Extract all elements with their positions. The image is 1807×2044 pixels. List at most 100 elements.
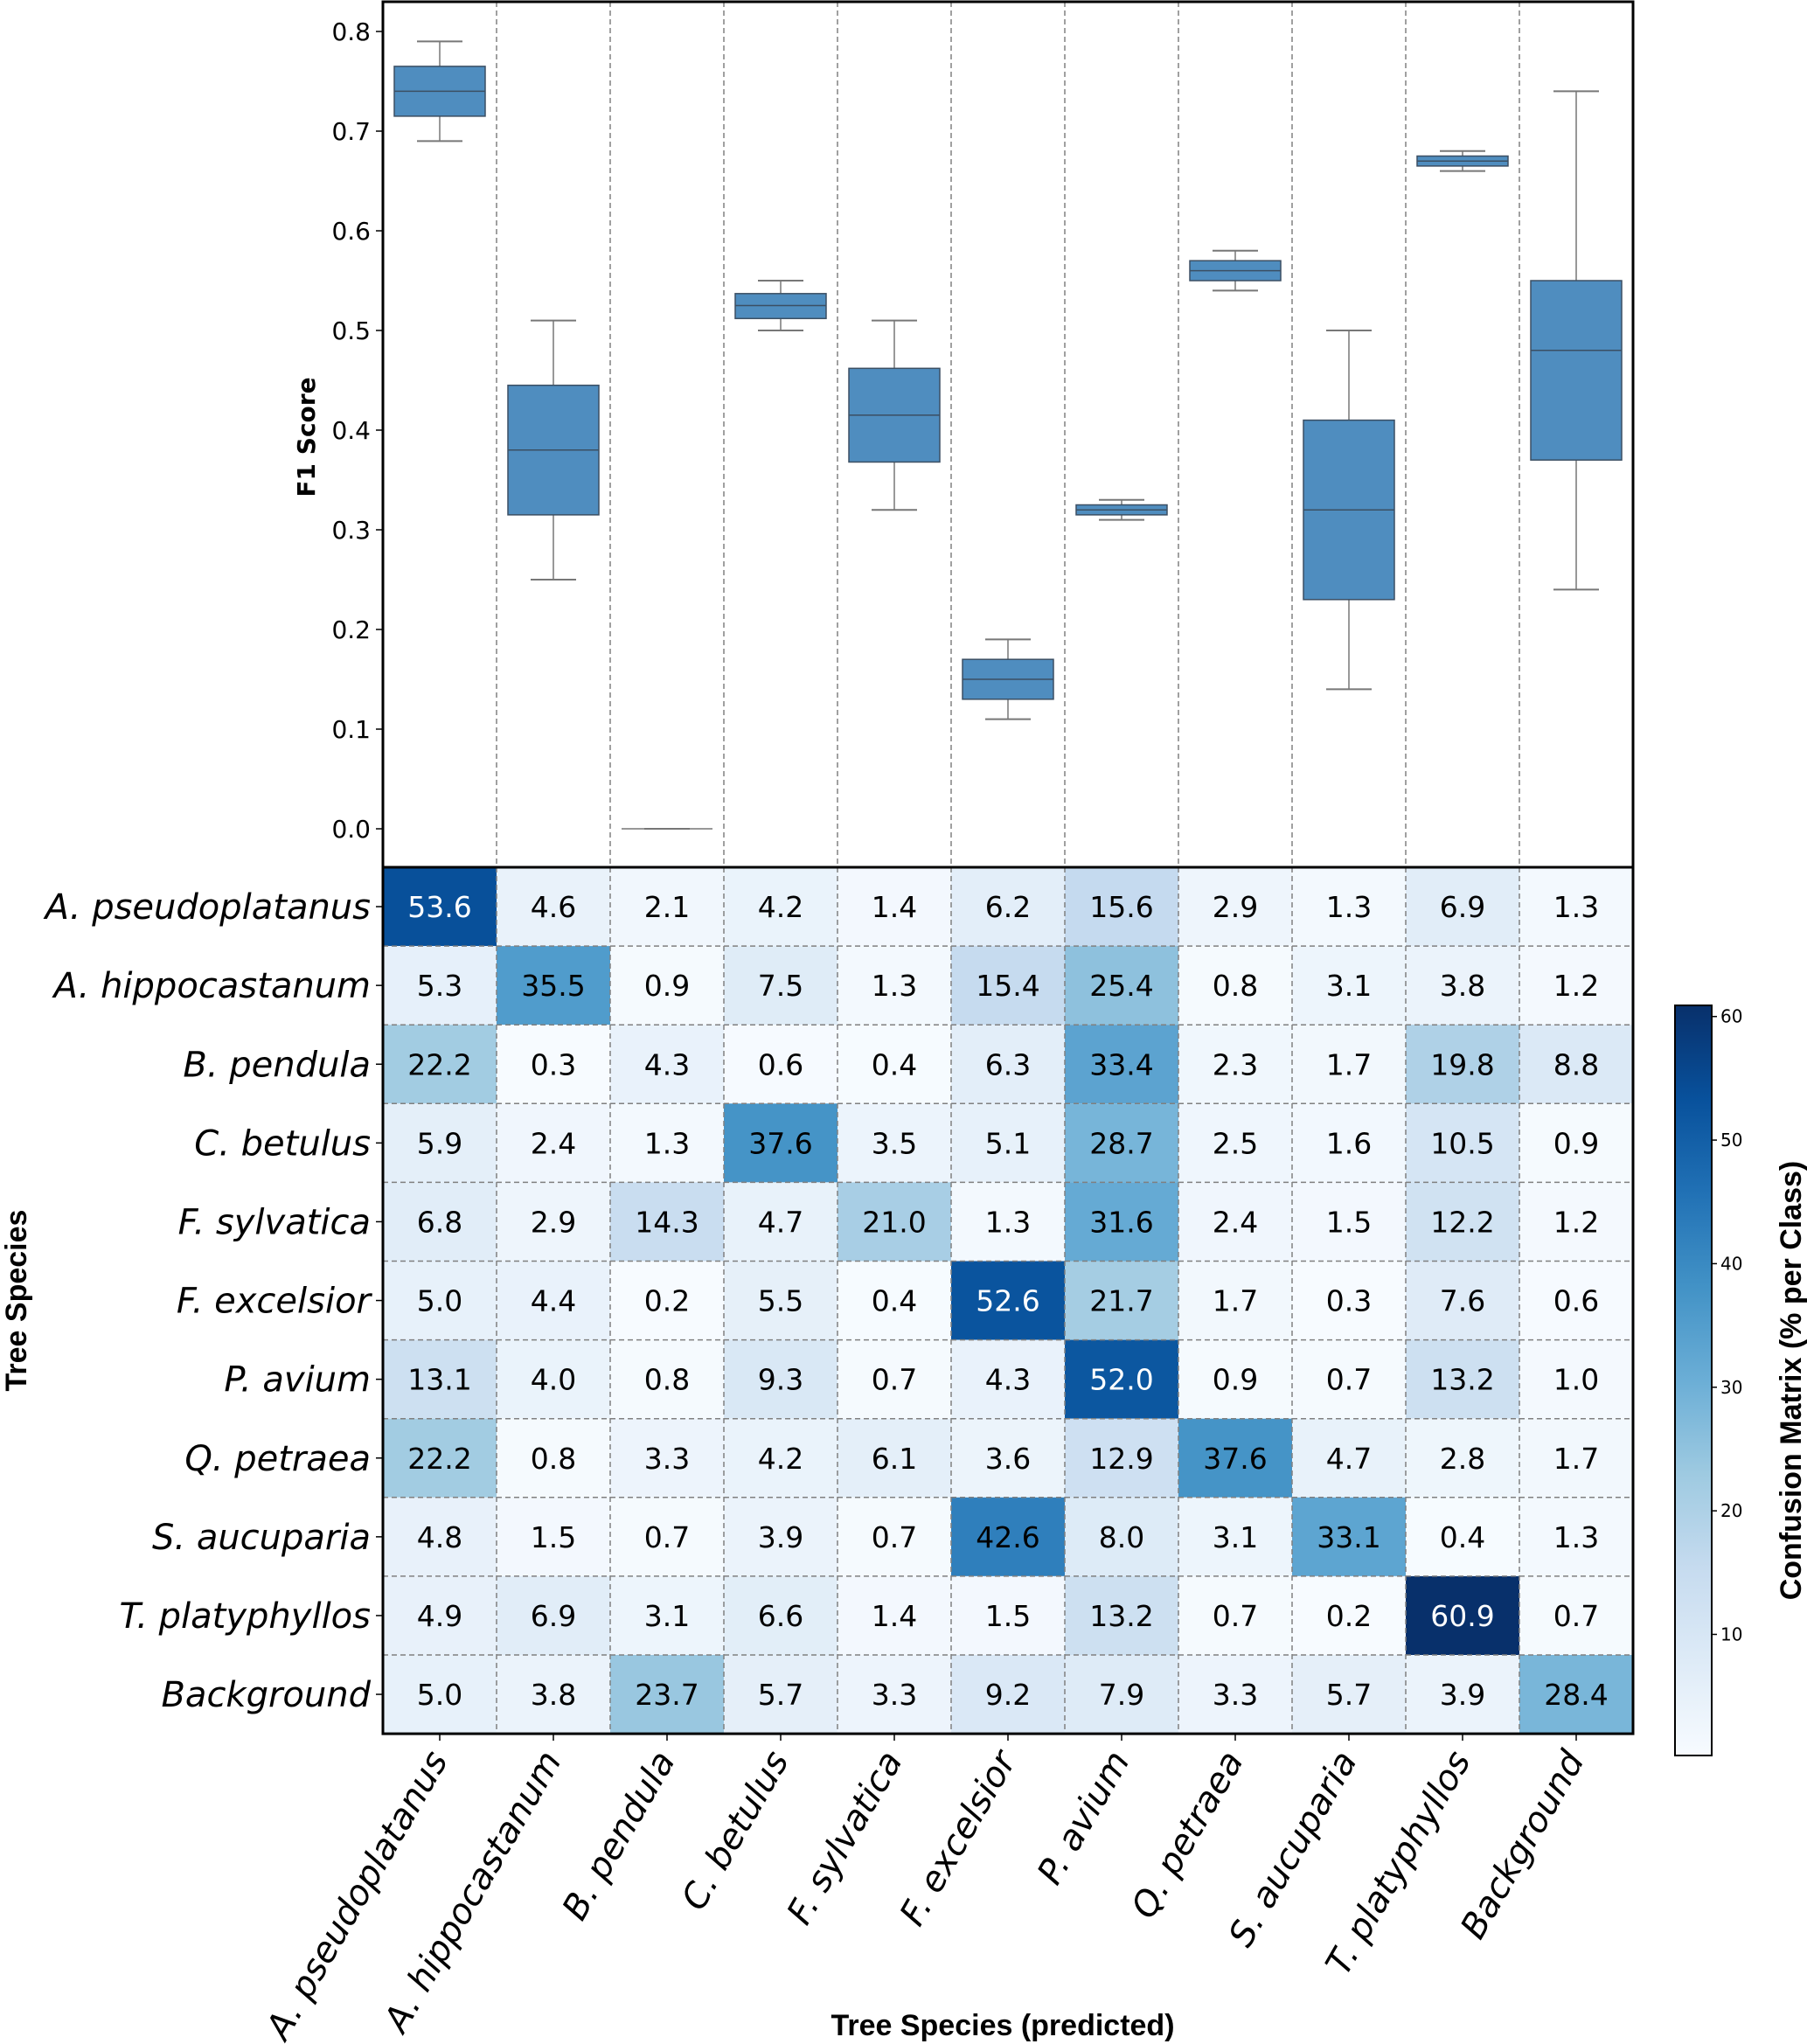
heatmap-cell [951, 1025, 1065, 1104]
row-label: B. pendula [183, 1045, 371, 1085]
heatmap-cell [610, 1575, 724, 1655]
cell-value: 3.8 [1440, 969, 1485, 1003]
cell-value: 21.0 [862, 1205, 926, 1239]
heatmap-cell [1065, 1575, 1178, 1655]
heatmap-cell [837, 1655, 951, 1735]
heatmap-cell [724, 1575, 837, 1655]
cell-value: 4.3 [985, 1363, 1031, 1397]
heatmap-cell [1178, 1339, 1292, 1419]
cell-value: 3.6 [985, 1442, 1031, 1476]
cell-value: 0.3 [531, 1047, 576, 1081]
y-tick-label: 0.1 [331, 715, 371, 744]
heatmap-cell [383, 1339, 497, 1419]
heatmap-cell [837, 946, 951, 1025]
cell-value: 2.1 [644, 890, 690, 924]
row-label: Q. petraea [184, 1439, 371, 1479]
heatmap-cell [951, 1261, 1065, 1340]
box-f-excelsior [962, 638, 1054, 720]
cell-value: 13.2 [1089, 1599, 1153, 1633]
heatmap-cell [1178, 1497, 1292, 1576]
box-q-petraea [1189, 249, 1282, 292]
heatmap-cell [1406, 946, 1519, 1025]
cell-value: 42.6 [976, 1520, 1039, 1554]
heatmap-cell [1065, 1418, 1178, 1498]
heatmap-cell [951, 946, 1065, 1025]
heatmap-cell [1065, 1182, 1178, 1262]
heatmap-cell [1406, 1339, 1519, 1419]
heatmap-cell [1519, 1103, 1633, 1183]
box-c-betulus [734, 280, 827, 331]
y-tick-label: 0.3 [331, 516, 371, 545]
heatmap-cell [1065, 1655, 1178, 1735]
cell-value: 0.4 [1440, 1520, 1485, 1554]
cell-value: 21.7 [1089, 1284, 1153, 1318]
cell-value: 0.8 [644, 1363, 690, 1397]
cell-value: 3.1 [1326, 969, 1372, 1003]
cell-value: 33.1 [1317, 1520, 1380, 1554]
cell-value: 6.1 [872, 1442, 917, 1476]
cell-value: 53.6 [407, 890, 471, 924]
cell-value: 23.7 [635, 1678, 698, 1712]
heatmap-cell [383, 1655, 497, 1735]
heatmap-cell [1178, 1261, 1292, 1340]
box-t-platyphyllos [1416, 149, 1509, 172]
heatmap-cell [951, 1575, 1065, 1655]
heatmap-cell [1519, 1655, 1633, 1735]
row-label: F. excelsior [177, 1282, 373, 1322]
cell-value: 2.3 [1213, 1047, 1258, 1081]
heatmap-cell [497, 1339, 610, 1419]
cell-value: 0.4 [872, 1047, 917, 1081]
cell-value: 1.3 [644, 1126, 690, 1160]
cell-value: 37.6 [748, 1126, 812, 1160]
heatmap-cell [1406, 1103, 1519, 1183]
heatmap-cell [610, 1261, 724, 1340]
colorbar-tick-label: 30 [1720, 1377, 1742, 1398]
heatmap-cell [497, 1182, 610, 1262]
cell-value: 1.4 [872, 1599, 917, 1633]
cell-value: 2.5 [1213, 1126, 1258, 1160]
cell-value: 8.8 [1553, 1047, 1599, 1081]
cell-value: 5.7 [1326, 1678, 1372, 1712]
heatmap-cell [497, 1655, 610, 1735]
cell-value: 52.0 [1089, 1363, 1153, 1397]
heatmap-cell [1292, 1339, 1406, 1419]
cell-value: 1.3 [872, 969, 917, 1003]
heatmap-cell [1178, 1103, 1292, 1183]
cell-value: 6.2 [985, 890, 1031, 924]
cell-value: 1.7 [1553, 1442, 1599, 1476]
heatmap-cell [1065, 1339, 1178, 1419]
heatmap-cell [383, 1261, 497, 1340]
cell-value: 22.2 [407, 1047, 471, 1081]
box-a-hippocastanum [507, 319, 600, 581]
heatmap-cell [497, 1261, 610, 1340]
heatmap-cell [1065, 1103, 1178, 1183]
heatmap-cell [1065, 1497, 1178, 1576]
cell-value: 0.2 [644, 1284, 690, 1318]
y-tick-label: 0.0 [331, 815, 371, 844]
cell-value: 1.4 [872, 890, 917, 924]
cell-value: 52.6 [976, 1284, 1039, 1318]
heatmap-cell [1292, 1655, 1406, 1735]
heatmap-cell [1178, 1418, 1292, 1498]
heatmap-cell [951, 1655, 1065, 1735]
heatmap-cell [1519, 1182, 1633, 1262]
cell-value: 28.4 [1544, 1678, 1608, 1712]
heatmap-cell [1519, 1261, 1633, 1340]
cell-value: 1.5 [531, 1520, 576, 1554]
heatmap-cell [383, 1182, 497, 1262]
cell-value: 4.7 [1326, 1442, 1372, 1476]
cell-value: 6.8 [417, 1205, 462, 1239]
cell-value: 3.3 [1213, 1678, 1258, 1712]
cell-value: 0.3 [1326, 1284, 1372, 1318]
heatmap-cell [497, 1575, 610, 1655]
cell-value: 0.9 [1553, 1126, 1599, 1160]
heatmap-cell [1292, 1025, 1406, 1104]
heatmap-cell [1292, 867, 1406, 947]
heatmap-cell [383, 1575, 497, 1655]
cell-value: 3.3 [644, 1442, 690, 1476]
cell-value: 15.6 [1089, 890, 1153, 924]
cell-value: 4.6 [531, 890, 576, 924]
cell-value: 15.4 [976, 969, 1039, 1003]
heatmap-cell [951, 1418, 1065, 1498]
heatmap-cell [837, 1182, 951, 1262]
